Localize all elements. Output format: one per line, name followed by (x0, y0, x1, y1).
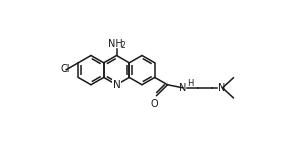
Text: 2: 2 (121, 41, 126, 50)
Text: NH: NH (108, 39, 122, 49)
Text: N: N (179, 83, 187, 93)
Text: N: N (218, 83, 225, 93)
Text: N: N (113, 80, 120, 90)
Text: H: H (187, 79, 193, 89)
Text: Cl: Cl (61, 64, 70, 74)
Text: O: O (151, 99, 158, 109)
